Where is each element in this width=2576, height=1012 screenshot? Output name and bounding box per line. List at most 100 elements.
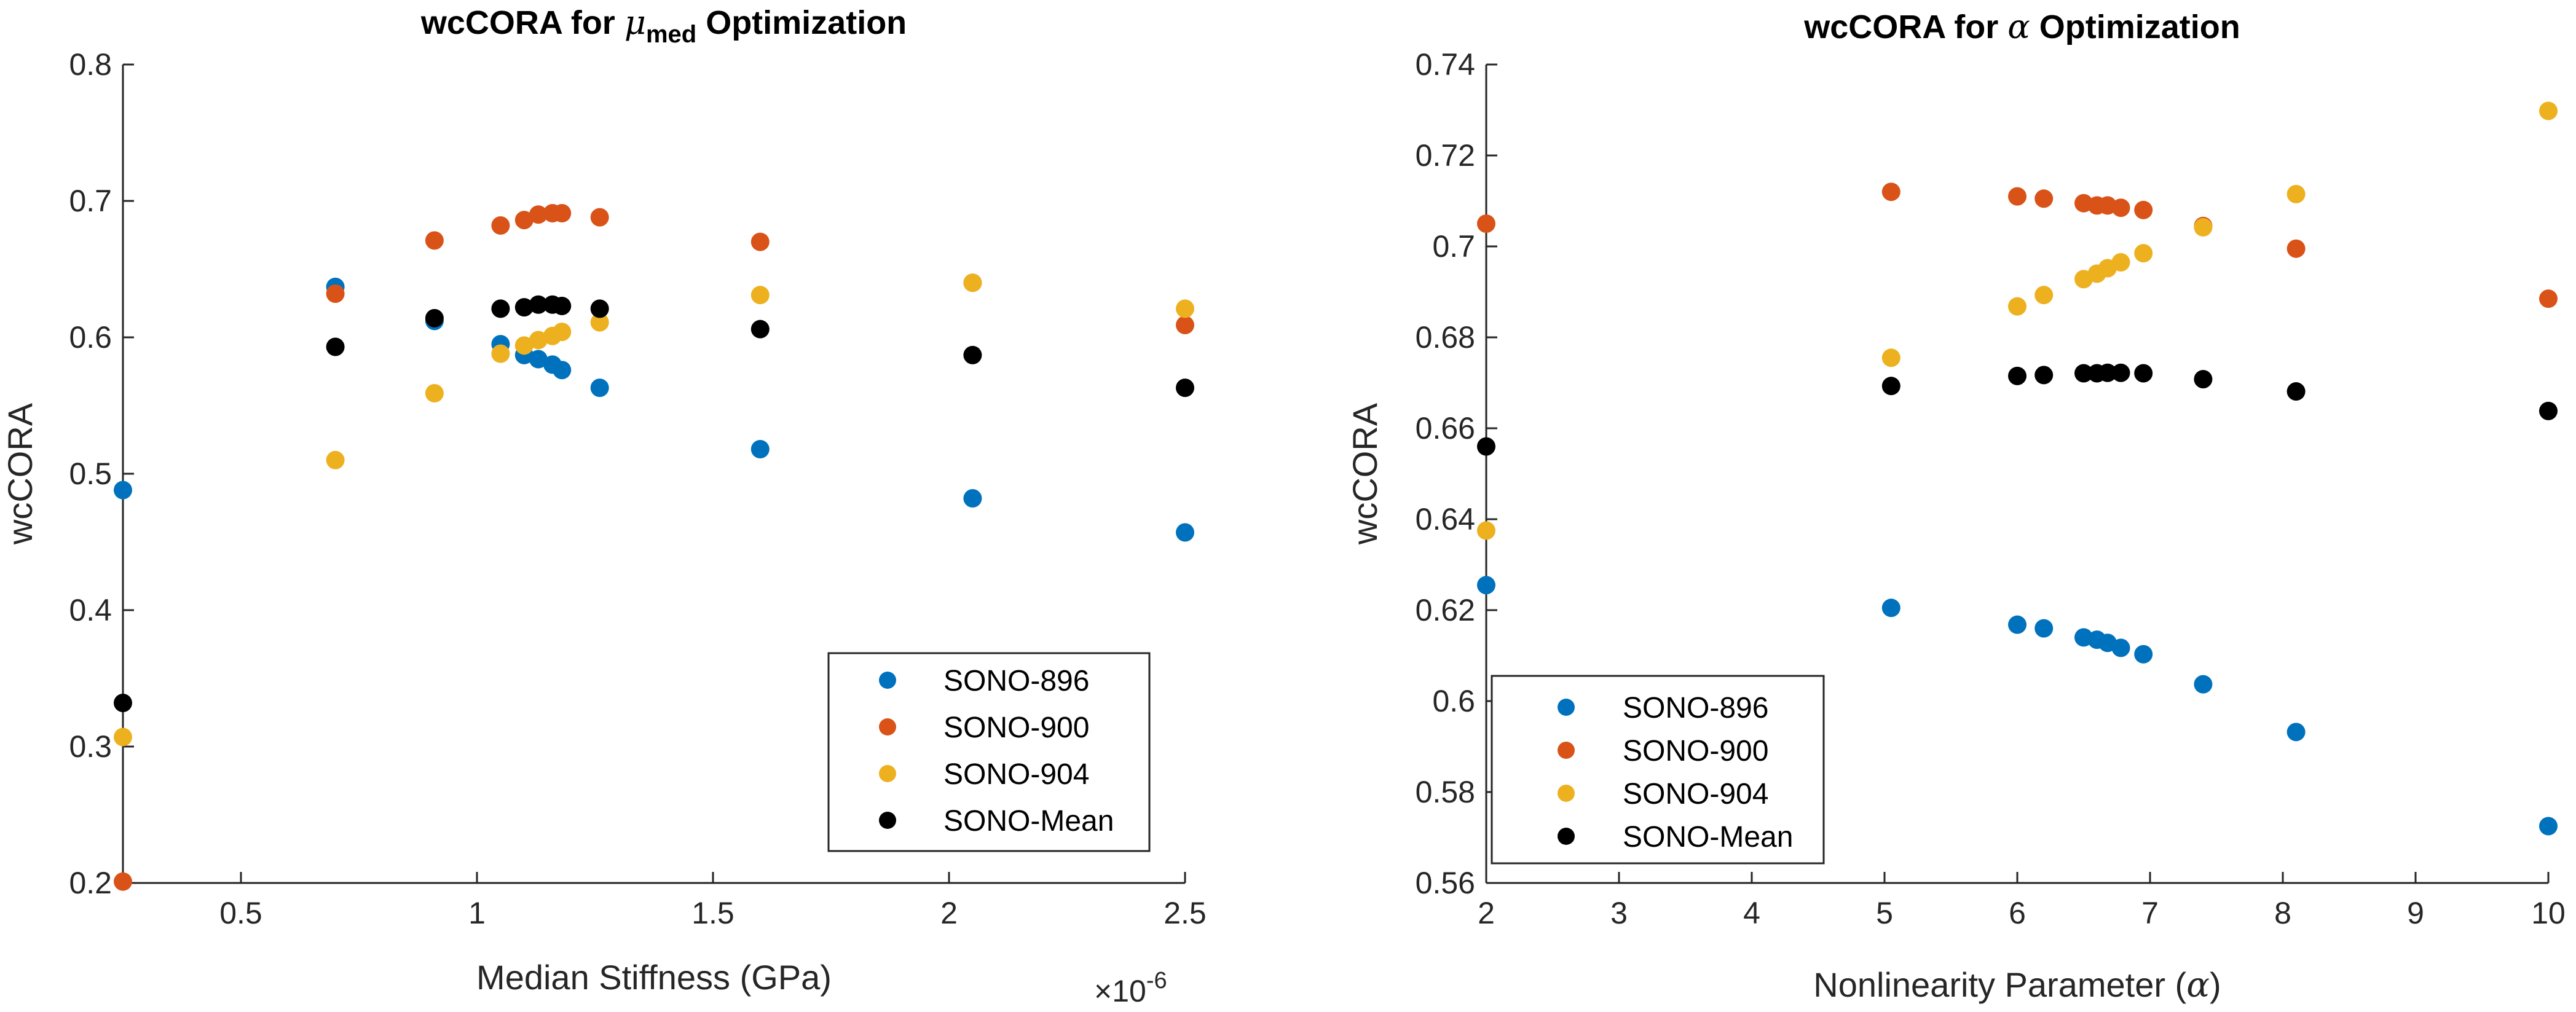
- left-point-sono-904: [750, 286, 770, 305]
- right-point-sono-904: [1881, 348, 1900, 367]
- left-point-sono-mean: [491, 299, 510, 318]
- right-x-tick-label: 9: [2407, 896, 2424, 930]
- right-x-axis-label: Nonlinearity Parameter (α): [1813, 965, 2221, 1005]
- right-point-sono-904: [2194, 218, 2213, 237]
- left-point-sono-mean: [963, 345, 982, 364]
- left-point-sono-896: [1176, 523, 1194, 542]
- right-point-sono-mean: [2111, 363, 2130, 382]
- left-point-sono-904: [529, 331, 548, 350]
- right-point-sono-900: [2008, 187, 2027, 206]
- right-point-sono-900: [2034, 189, 2054, 208]
- right-x-tick-label: 10: [2531, 896, 2566, 930]
- left-legend-marker-sono-904: [879, 765, 896, 782]
- left-point-sono-896: [553, 361, 572, 380]
- left-x-tick-label: 1: [468, 896, 486, 930]
- right-x-tick-label: 7: [2141, 896, 2159, 930]
- left-point-sono-mean: [1176, 379, 1194, 398]
- right-point-sono-904: [2286, 184, 2306, 203]
- left-y-tick-label: 0.6: [69, 320, 112, 355]
- left-x-tick-label: 0.5: [219, 896, 262, 930]
- right-point-sono-904: [2539, 101, 2558, 120]
- right-point-sono-904: [2008, 297, 2027, 316]
- right-point-sono-900: [1881, 182, 1900, 202]
- right-y-tick-label: 0.72: [1416, 138, 1475, 173]
- right-y-tick-label: 0.6: [1432, 684, 1475, 718]
- left-point-sono-904: [425, 384, 444, 403]
- right-legend-label-sono-900: SONO-900: [1623, 735, 1768, 767]
- right-y-tick-label: 0.56: [1416, 866, 1475, 900]
- left-point-sono-896: [114, 481, 132, 500]
- right-point-sono-mean: [2034, 366, 2054, 385]
- right-legend: SONO-896 SONO-900 SONO-904 SONO-Mean: [1491, 675, 1825, 865]
- chart-right-title: wcCORA for α Optimization: [1803, 7, 2240, 46]
- left-x-exponent: ×10-6: [1094, 968, 1167, 1008]
- left-x-axis-label: Median Stiffness (GPa): [476, 958, 832, 997]
- left-point-sono-904: [1176, 299, 1194, 318]
- left-point-sono-900: [491, 216, 510, 235]
- left-point-sono-900: [326, 284, 345, 303]
- right-x-tick-label: 8: [2274, 896, 2291, 930]
- left-x-tick-label: 2: [940, 896, 958, 930]
- right-x-tick-label: 6: [2009, 896, 2026, 930]
- left-y-tick-label: 0.7: [69, 184, 112, 218]
- left-point-sono-896: [963, 488, 982, 508]
- left-point-sono-900: [1176, 316, 1194, 335]
- right-point-sono-mean: [2074, 364, 2093, 383]
- left-legend-marker-sono-896: [879, 672, 896, 689]
- right-legend-label-sono-mean: SONO-Mean: [1623, 821, 1793, 853]
- left-x-tick-label: 1.5: [691, 896, 735, 930]
- left-legend-label-sono-mean: SONO-Mean: [943, 805, 1114, 837]
- right-legend-label-sono-904: SONO-904: [1623, 778, 1768, 810]
- right-point-sono-896: [2008, 615, 2027, 634]
- left-point-sono-mean: [750, 320, 770, 339]
- right-point-sono-904: [2134, 244, 2153, 263]
- left-point-sono-904: [491, 344, 510, 363]
- left-legend-label-sono-896: SONO-896: [943, 665, 1089, 697]
- right-y-tick-label: 0.58: [1416, 775, 1475, 809]
- left-point-sono-904: [963, 273, 982, 292]
- left-point-sono-904: [553, 323, 572, 342]
- right-point-sono-mean: [1881, 377, 1900, 396]
- right-point-sono-896: [2194, 675, 2213, 694]
- left-y-tick-label: 0.2: [69, 866, 112, 900]
- right-y-axis-label: wcCORA: [1345, 402, 1384, 545]
- left-point-sono-900: [529, 205, 548, 224]
- right-point-sono-904: [1477, 521, 1495, 540]
- right-x-tick-label: 2: [1478, 896, 1495, 930]
- right-point-sono-mean: [2286, 382, 2306, 401]
- right-legend-label-sono-896: SONO-896: [1623, 692, 1768, 724]
- right-x-tick-label: 5: [1876, 896, 1893, 930]
- left-y-axis-label: wcCORA: [1, 402, 39, 545]
- left-point-sono-904: [514, 336, 534, 355]
- left-point-sono-900: [553, 203, 572, 222]
- right-x-tick-label: 3: [1610, 896, 1628, 930]
- left-point-sono-mean: [114, 693, 132, 712]
- right-legend-marker-sono-mean: [1558, 828, 1575, 845]
- left-point-sono-896: [750, 440, 770, 459]
- left-point-sono-mean: [529, 295, 548, 314]
- chart-right: wcCORA for α Optimization 2 3 4 5 6 7 8 9 10 0.56…: [1345, 7, 2566, 1005]
- left-point-sono-904: [326, 450, 345, 469]
- left-y-tick-label: 0.8: [69, 47, 112, 82]
- right-point-sono-mean: [2098, 363, 2117, 382]
- left-point-sono-mean: [590, 299, 609, 318]
- right-x-tick-label: 4: [1743, 896, 1760, 930]
- left-y-tick-label: 0.5: [69, 457, 112, 491]
- left-point-sono-mean: [425, 308, 444, 328]
- right-point-sono-900: [2539, 289, 2558, 308]
- left-x-tick-label: 2.5: [1164, 896, 1207, 930]
- left-y-tick-label: 0.3: [69, 729, 112, 764]
- right-point-sono-904: [2034, 286, 2054, 305]
- left-legend-label-sono-900: SONO-900: [943, 712, 1089, 744]
- right-point-sono-900: [2286, 239, 2306, 258]
- left-legend-marker-sono-mean: [879, 812, 896, 829]
- left-point-sono-900: [590, 208, 609, 227]
- right-legend-marker-sono-904: [1558, 785, 1575, 802]
- right-y-tick-label: 0.7: [1432, 229, 1475, 264]
- right-point-sono-mean: [2194, 370, 2213, 389]
- right-legend-marker-sono-896: [1558, 699, 1575, 716]
- left-point-sono-904: [114, 728, 132, 747]
- left-point-sono-900: [750, 232, 770, 251]
- right-point-sono-904: [2111, 253, 2130, 272]
